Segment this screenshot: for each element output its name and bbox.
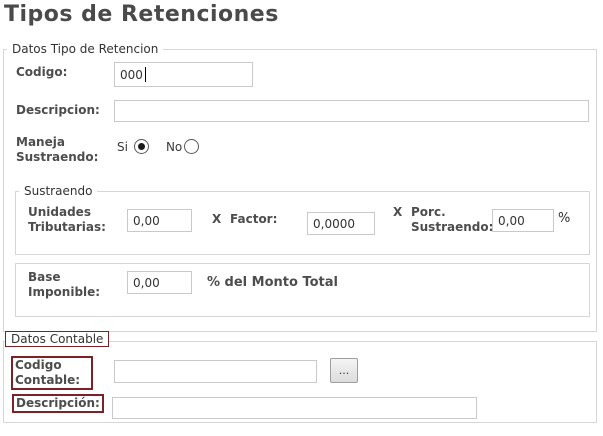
times-sign-2: X [393, 205, 403, 219]
text-cursor [145, 67, 146, 82]
porc-sustraendo-label: Porc. Sustraendo: [411, 205, 494, 234]
maneja-sustraendo-radio-group: Si No [117, 139, 200, 154]
base-imponible-label: Base Imponible: [28, 270, 101, 299]
codigo-contable-browse-button[interactable]: ... [330, 358, 358, 383]
factor-input[interactable] [307, 212, 375, 235]
codigo-input[interactable] [114, 62, 253, 87]
page-title: Tipos de Retenciones [4, 2, 279, 27]
factor-label: Factor: [230, 212, 278, 226]
base-imponible-box [15, 263, 590, 317]
radio-si-button[interactable] [133, 139, 149, 154]
unidades-tributarias-label: Unidades Tributarias: [28, 205, 106, 234]
codigo-contable-label: Codigo Contable: [11, 356, 93, 390]
times-sign-1: X [212, 212, 222, 226]
codigo-label: Codigo: [16, 65, 68, 79]
fieldset-datos-contable-legend: Datos Contable [5, 331, 110, 347]
base-imponible-input[interactable] [127, 271, 192, 294]
codigo-contable-input[interactable] [114, 360, 317, 383]
descripcion-label: Descripcion: [16, 103, 100, 117]
fieldset-sustraendo-legend: Sustraendo [19, 184, 98, 198]
radio-no-button[interactable] [184, 139, 200, 154]
fieldset-datos-tipo-retencion [3, 49, 597, 332]
percent-suffix: % [558, 211, 571, 226]
descripcion-contable-label: Descripción: [12, 394, 104, 413]
fieldset-datos-contable [3, 341, 597, 423]
descripcion-input[interactable] [114, 100, 589, 122]
porc-sustraendo-input[interactable] [492, 209, 554, 232]
descripcion-contable-input[interactable] [112, 397, 477, 419]
base-imponible-suffix: % del Monto Total [207, 275, 338, 290]
fieldset-datos-tipo-retencion-legend: Datos Tipo de Retencion [7, 42, 164, 56]
maneja-sustraendo-label: Maneja Sustraendo: [16, 135, 99, 164]
radio-si-label: Si [117, 139, 128, 154]
radio-no-label: No [165, 139, 183, 154]
unidades-tributarias-input[interactable] [127, 209, 192, 232]
fieldset-sustraendo [15, 191, 590, 255]
